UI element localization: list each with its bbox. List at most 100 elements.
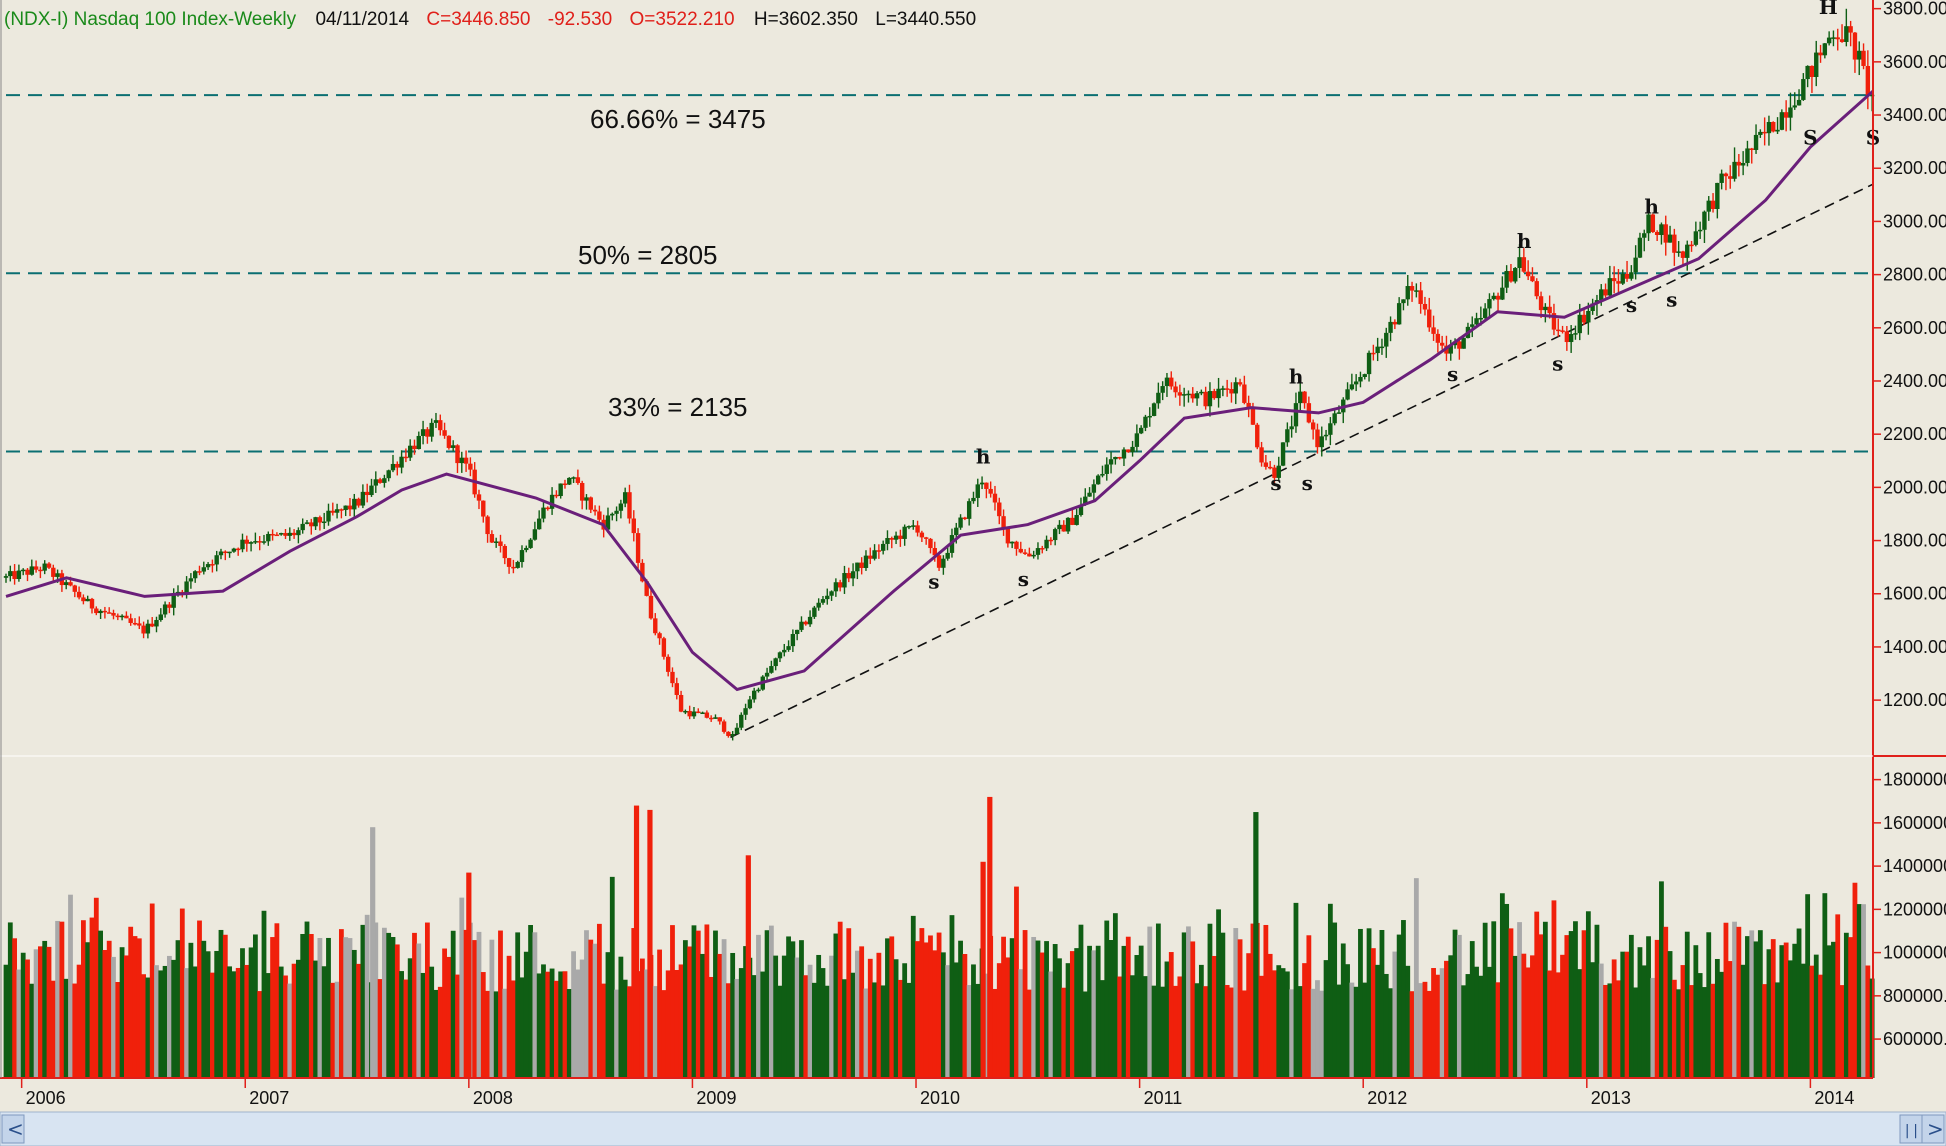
volume-bar xyxy=(1831,941,1836,1078)
volume-bar xyxy=(1448,955,1454,1078)
price-bar-body xyxy=(588,497,593,510)
price-bar-body xyxy=(1779,112,1785,130)
price-bar-body xyxy=(377,479,383,483)
volume-spike xyxy=(980,861,986,1078)
volume-bar xyxy=(833,933,839,1078)
volume-bar xyxy=(338,929,344,1078)
price-bar-body xyxy=(493,541,499,543)
pattern-label: s xyxy=(1666,288,1677,312)
price-bar-body xyxy=(1138,427,1144,434)
volume-bar xyxy=(872,982,877,1078)
price-bar-body xyxy=(205,564,211,568)
volume-bar xyxy=(510,980,516,1078)
price-bar-body xyxy=(167,604,172,608)
volume-bar xyxy=(59,921,65,1078)
price-bar-body xyxy=(911,525,916,527)
price-bar-body xyxy=(1229,389,1234,394)
volume-bar xyxy=(1684,931,1690,1078)
price-bar-body xyxy=(1160,386,1165,393)
volume-bar xyxy=(867,958,873,1078)
price-bar-body xyxy=(799,621,804,630)
volume-bar xyxy=(1091,950,1097,1078)
price-bar-body xyxy=(115,615,120,618)
price-bar-body xyxy=(932,548,937,556)
volume-bar xyxy=(1284,971,1290,1078)
price-bar-body xyxy=(339,509,344,511)
volume-bar xyxy=(1044,941,1049,1078)
volume-bar xyxy=(1237,939,1243,1078)
price-bar-body xyxy=(751,690,757,700)
scroll-right-button[interactable] xyxy=(1921,1114,1945,1144)
price-bar-body xyxy=(1543,306,1548,311)
price-bar-body xyxy=(1629,272,1634,279)
volume-bar xyxy=(257,991,263,1078)
price-bar-body xyxy=(1654,231,1660,236)
price-bar-body xyxy=(683,710,688,713)
volume-bar xyxy=(1173,985,1178,1078)
price-bar-body xyxy=(653,618,658,634)
volume-bar xyxy=(455,974,460,1078)
volume-bar xyxy=(1121,945,1127,1078)
volume-bar xyxy=(975,983,981,1078)
volume-bar xyxy=(364,914,370,1078)
price-bar-body xyxy=(1040,548,1045,550)
volume-bar xyxy=(1667,951,1673,1078)
volume-bar xyxy=(149,903,155,1078)
price-bar-body xyxy=(1121,449,1127,459)
price-bar-body xyxy=(923,537,929,539)
price-tick-label: 2200.00 xyxy=(1883,424,1946,444)
volume-bar xyxy=(7,922,13,1078)
price-bar-body xyxy=(1044,539,1049,549)
volume-bar xyxy=(1839,985,1845,1078)
volume-bar xyxy=(794,957,800,1078)
volume-bar xyxy=(1757,930,1763,1078)
volume-bar xyxy=(166,955,172,1078)
price-bar-body xyxy=(1783,112,1789,118)
header-change: -92.530 xyxy=(548,9,612,30)
price-tick-label: 1200.00 xyxy=(1883,690,1946,710)
volume-bar xyxy=(123,955,129,1078)
volume-bar xyxy=(476,931,482,1078)
volume-bar xyxy=(1762,984,1768,1078)
price-bar-body xyxy=(726,731,731,736)
price-bar-body xyxy=(571,477,576,479)
price-bar-body xyxy=(786,646,791,650)
price-bar-body xyxy=(291,532,297,536)
price-bar-body xyxy=(1762,131,1767,134)
volume-bar xyxy=(300,933,306,1078)
volume-bar xyxy=(360,924,366,1078)
price-bar-body xyxy=(1087,492,1092,497)
price-bar-body xyxy=(1745,148,1750,164)
scrollbar-track[interactable] xyxy=(0,1111,1946,1146)
price-bar-body xyxy=(579,482,585,501)
volume-bar xyxy=(536,973,542,1078)
price-bar-body xyxy=(997,502,1002,517)
price-bar-body xyxy=(1379,346,1385,349)
price-bar-body xyxy=(171,594,176,608)
price-bar-body xyxy=(863,555,869,568)
volume-bar xyxy=(1065,963,1071,1078)
price-bar-body xyxy=(1418,290,1423,304)
scroll-left-button[interactable] xyxy=(1,1114,25,1144)
volume-bar xyxy=(506,955,512,1078)
volume-bar xyxy=(37,946,43,1078)
volume-bar xyxy=(1624,951,1630,1078)
volume-bar xyxy=(102,950,108,1078)
price-bar-body xyxy=(756,689,761,692)
price-bar-body xyxy=(979,482,985,485)
time-tick-label: 2009 xyxy=(696,1088,736,1108)
price-bar-body xyxy=(124,615,129,619)
volume-bar xyxy=(1370,948,1376,1078)
volume-bar xyxy=(910,915,916,1078)
time-tick-label: 2011 xyxy=(1144,1088,1183,1108)
price-bar-body xyxy=(412,445,417,450)
price-bar-body xyxy=(1607,278,1613,296)
price-bar-body xyxy=(420,429,426,436)
volume-bar xyxy=(631,928,637,1078)
horizontal-scrollbar[interactable]: < ||| > xyxy=(0,1111,1946,1146)
price-bar-body xyxy=(1371,352,1376,355)
moving-average-group xyxy=(5,89,1874,692)
price-bar-body xyxy=(1530,276,1535,282)
volume-bar xyxy=(407,958,413,1078)
